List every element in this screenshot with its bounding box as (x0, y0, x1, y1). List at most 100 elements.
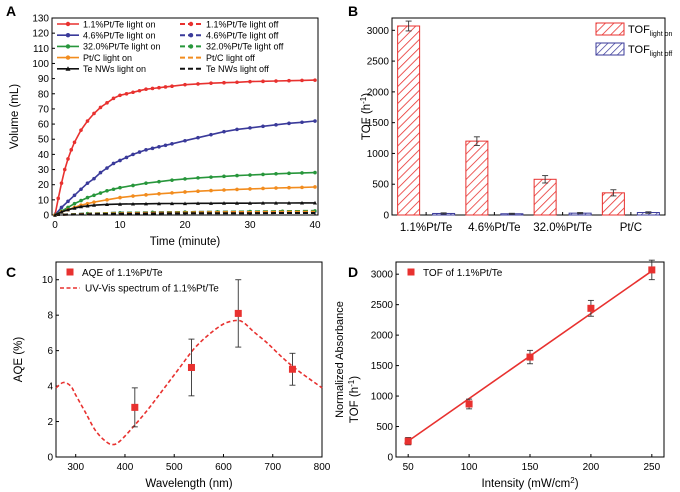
panel-c-xtick-label: 600 (215, 462, 232, 473)
panel-a-data-point (92, 111, 96, 116)
panel-c-xtick-label: 300 (67, 462, 84, 473)
panel-a-ytick-label: 30 (38, 165, 50, 176)
panel-a-data-point (300, 185, 304, 190)
panel-a-legend-marker (65, 44, 71, 49)
panel-a-data-point (144, 181, 148, 185)
panel-d-ytick-label: 3000 (371, 270, 394, 281)
panel-a-data-point (274, 123, 278, 127)
panel-b-ytick-label: 2500 (367, 57, 390, 68)
panel-a-data-point (79, 198, 83, 203)
panel-a-data-point (248, 79, 252, 84)
panel-a-data-point (157, 179, 161, 184)
panel-a-data-point (248, 173, 252, 177)
panel-c-x-axis-label: Wavelength (nm) (145, 478, 232, 490)
panel-d-y-axis-label-sup: -1 (347, 379, 356, 387)
panel-a-data-point (85, 203, 90, 208)
panel-a-data-point (144, 193, 148, 197)
panel-a-ytick-label: 120 (32, 29, 49, 40)
panel-a-data-point (62, 167, 67, 172)
panel-a-data-point (313, 200, 317, 205)
panel-a-data-point (66, 157, 70, 161)
panel-a-data-point (144, 87, 148, 92)
panel-d-legend-marker (407, 268, 415, 276)
panel-c-xtick-label: 800 (314, 462, 331, 473)
panel-a-data-point (170, 178, 174, 182)
panel-a-data-point (85, 181, 90, 185)
plot-frame (55, 261, 323, 458)
panel-b-ytick-label: 1000 (367, 149, 390, 160)
panel-a-data-point (222, 188, 226, 192)
panel-a-legend-label: 1.1%Pt/Te light on (83, 19, 156, 29)
panel-d-ytick-label: 0 (387, 453, 393, 464)
panel-a-data-point (261, 172, 265, 177)
panel-a-data-point (79, 128, 83, 132)
panel-d-x-axis-label-end: ) (575, 478, 579, 490)
panel-a-data-point (170, 191, 174, 195)
panel-a-data-point (209, 175, 213, 179)
panel-a-data-point (287, 185, 291, 190)
panel-a-legend-marker (188, 21, 194, 27)
panel-d-x-axis-label-sup: 2 (570, 476, 575, 485)
panel-a-data-point (92, 200, 96, 204)
panel-b-ytick-label: 500 (372, 180, 389, 191)
panel-a-ytick-label: 80 (38, 89, 50, 100)
panel-a-ytick-label: 70 (38, 104, 50, 115)
panel-b-legend-swatch (595, 42, 625, 56)
panel-c-ytick-label: 6 (47, 346, 53, 357)
panel-a-data-point (72, 193, 77, 198)
panel-d-y-axis-label: TOF (h-1) (347, 376, 361, 423)
panel-a-legend-marker (65, 21, 71, 27)
panel-a-data-point (69, 148, 74, 152)
panel-d-data-point (648, 266, 656, 274)
panel-a-data-point (183, 190, 187, 194)
panel-b-bar-chart: 0 500 1000 1500 2000 2500 3000 1.1%Pt/Te 4.6%Pt/… (359, 17, 672, 234)
panel-a-data-point (157, 191, 161, 196)
panel-b-ytick-label: 0 (383, 211, 389, 222)
panel-c-xtick-label: 500 (166, 462, 183, 473)
panel-a-data-point (183, 138, 187, 143)
panel-b-legend-label: TOFlight on (628, 24, 672, 38)
panel-a-legend-label: 32.0%Pt/Te light on (83, 42, 161, 52)
panel-a-legend-label: 4.6%Pt/Te light on (83, 31, 156, 41)
panel-a-data-point (85, 119, 90, 123)
panel-a-data-point (150, 86, 155, 91)
panel-a-data-point (222, 201, 226, 205)
panel-a-legend-marker (188, 33, 194, 38)
panel-c-legend-marker (66, 268, 74, 276)
panel-a-data-point (209, 188, 213, 193)
panel-a-legend-marker (188, 44, 194, 49)
panel-d-xtick-label: 200 (583, 462, 600, 473)
panel-a-data-point (150, 146, 155, 151)
panel-c-ytick-label: 8 (47, 311, 53, 322)
panel-c-data-point (131, 403, 139, 411)
panel-a-data-point (59, 205, 64, 210)
panel-d-ytick-label: 1000 (371, 392, 394, 403)
panel-a-legend-label: Te NWs light off (206, 64, 269, 74)
panel-a-data-point (163, 85, 168, 89)
panel-c-y-axis-label: AQE (%) (13, 337, 25, 383)
panel-a-data-point (287, 78, 291, 83)
panel-a-data-point (261, 201, 265, 205)
panel-a-xtick-label: 10 (114, 220, 126, 231)
panel-a-data-point (300, 200, 304, 205)
panel-b-ytick-label: 2000 (367, 87, 390, 98)
panel-a-data-point (144, 148, 148, 152)
panel-a-data-point (92, 176, 96, 181)
panel-a-data-point (157, 85, 161, 90)
panel-b-y-axis-label-end: ) (361, 93, 373, 97)
panel-a-data-point (98, 191, 103, 195)
panel-c-xtick-label: 400 (117, 462, 134, 473)
panel-a-data-point (274, 201, 278, 205)
panel-a-data-point (66, 207, 70, 212)
panel-letter-d: D (348, 264, 358, 280)
panel-a-data-point (313, 170, 317, 175)
panel-a-data-point (300, 171, 304, 175)
panel-d-ytick-label: 1500 (371, 361, 394, 372)
panel-a-xtick-label: 30 (244, 220, 256, 231)
panel-b-legend-swatch (595, 22, 625, 36)
panel-a-data-point (163, 143, 168, 148)
panel-a-data-point (85, 201, 90, 206)
panel-a-line-chart: 0 10 20 30 40 50 60 70 80 90 100 110 120 130 0 10 20 30 40… (9, 14, 321, 249)
panel-letter-a: A (6, 3, 16, 19)
panel-a-series-line (54, 212, 315, 216)
